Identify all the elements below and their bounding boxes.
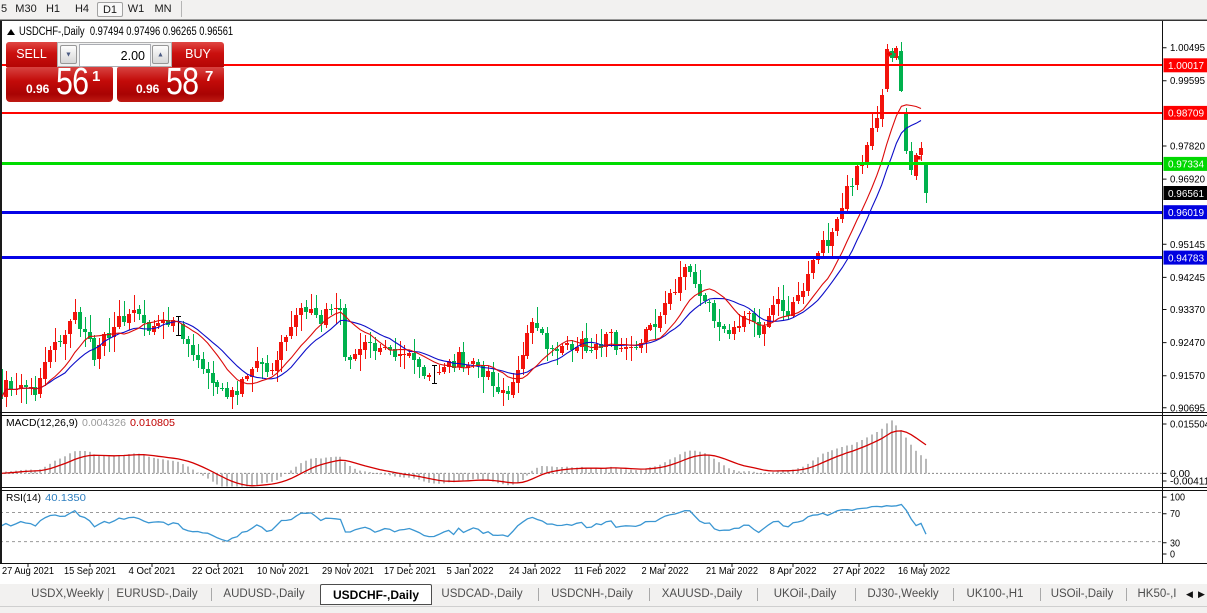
svg-text:5 Jan 2022: 5 Jan 2022 <box>447 565 494 577</box>
svg-text:40.1350: 40.1350 <box>45 492 86 504</box>
svg-text:21 Mar 2022: 21 Mar 2022 <box>706 565 758 577</box>
svg-text:0.90695: 0.90695 <box>1170 402 1205 414</box>
svg-text:0.97334: 0.97334 <box>1168 159 1204 171</box>
svg-text:15 Sep 2021: 15 Sep 2021 <box>64 565 116 577</box>
svg-text:27 Apr 2022: 27 Apr 2022 <box>833 565 885 577</box>
svg-text:24 Jan 2022: 24 Jan 2022 <box>509 565 561 577</box>
svg-text:29 Nov 2021: 29 Nov 2021 <box>322 565 374 577</box>
svg-text:-0.004118: -0.004118 <box>1170 476 1207 488</box>
svg-text:2 Mar 2022: 2 Mar 2022 <box>642 565 689 577</box>
svg-text:16 May 2022: 16 May 2022 <box>898 565 950 577</box>
svg-text:27 Aug 2021: 27 Aug 2021 <box>2 565 54 577</box>
svg-text:0.95145: 0.95145 <box>1170 239 1205 251</box>
svg-text:0.00: 0.00 <box>1170 468 1190 480</box>
svg-text:0.94783: 0.94783 <box>1168 252 1204 264</box>
svg-text:RSI(14): RSI(14) <box>6 492 41 504</box>
svg-text:0.97820: 0.97820 <box>1170 141 1205 153</box>
svg-text:70: 70 <box>1170 508 1180 520</box>
svg-text:0.96561: 0.96561 <box>1168 188 1204 200</box>
svg-text:0.94245: 0.94245 <box>1170 272 1205 284</box>
svg-text:8 Apr 2022: 8 Apr 2022 <box>770 565 817 577</box>
svg-text:17 Dec 2021: 17 Dec 2021 <box>384 565 436 577</box>
svg-text:0.92470: 0.92470 <box>1170 337 1205 349</box>
svg-text:1.00017: 1.00017 <box>1168 60 1204 72</box>
svg-text:MACD(12,26,9): MACD(12,26,9) <box>6 417 78 429</box>
svg-text:0.015504: 0.015504 <box>1170 419 1207 431</box>
svg-text:0.93370: 0.93370 <box>1170 304 1205 316</box>
svg-text:0.96019: 0.96019 <box>1168 207 1204 219</box>
svg-text:0.96920: 0.96920 <box>1170 174 1205 186</box>
svg-text:100: 100 <box>1170 492 1185 504</box>
svg-text:0.91570: 0.91570 <box>1170 370 1205 382</box>
svg-text:0.004326: 0.004326 <box>82 417 126 429</box>
svg-text:0.98709: 0.98709 <box>1168 108 1204 120</box>
svg-text:11 Feb 2022: 11 Feb 2022 <box>574 565 626 577</box>
svg-text:4 Oct 2021: 4 Oct 2021 <box>129 565 176 577</box>
svg-text:0: 0 <box>1170 549 1175 561</box>
svg-text:1.00495: 1.00495 <box>1170 42 1205 54</box>
svg-text:0.99595: 0.99595 <box>1170 75 1205 87</box>
svg-text:30: 30 <box>1170 537 1180 549</box>
svg-text:10 Nov 2021: 10 Nov 2021 <box>257 565 309 577</box>
svg-text:22 Oct 2021: 22 Oct 2021 <box>192 565 244 577</box>
svg-text:0.010805: 0.010805 <box>130 417 175 429</box>
